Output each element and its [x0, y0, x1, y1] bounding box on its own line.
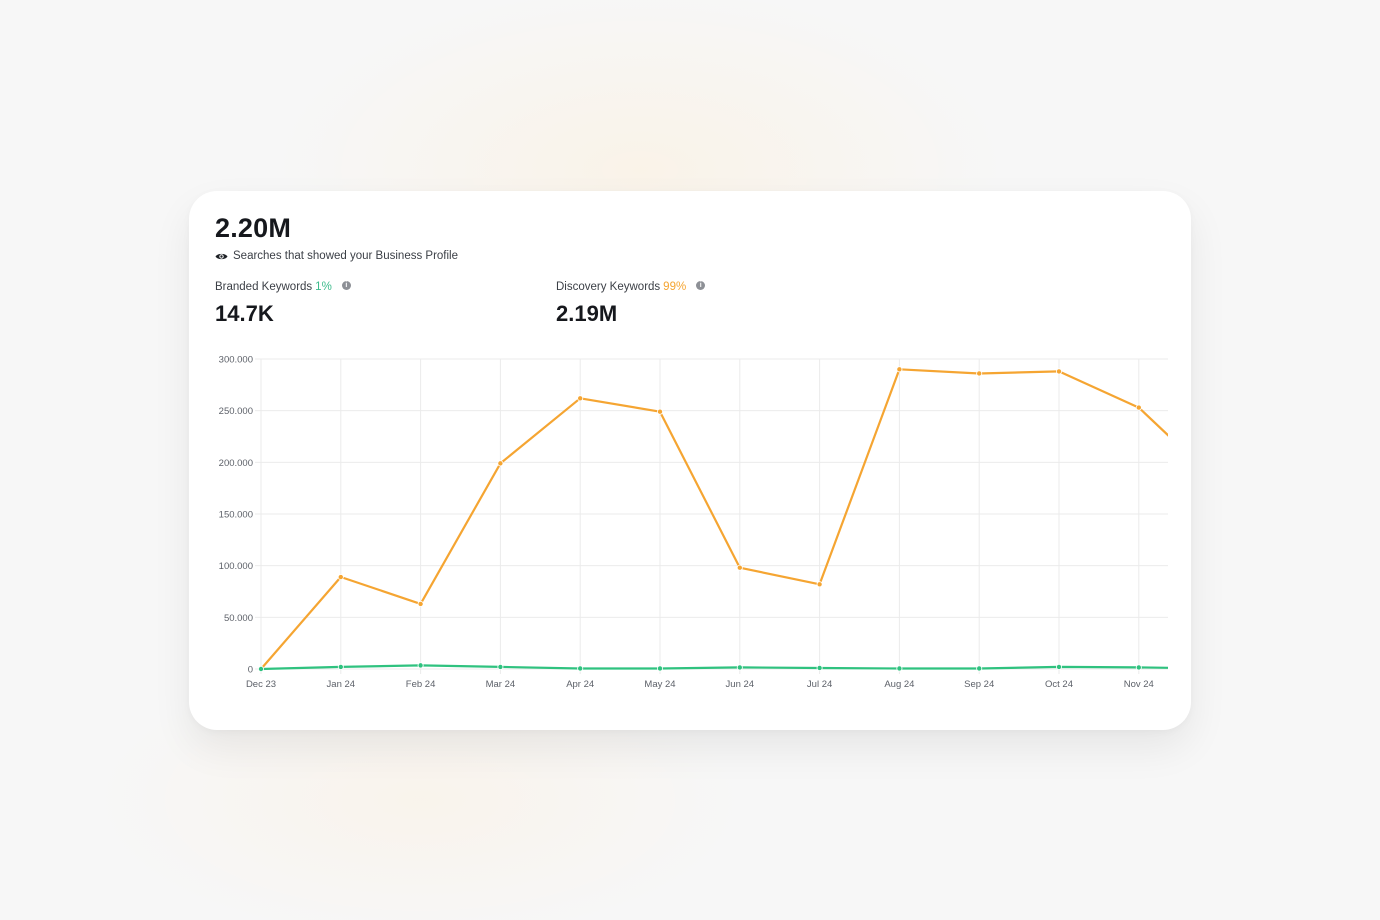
info-icon[interactable]: i: [341, 280, 351, 290]
x-tick-label: Aug 24: [884, 679, 914, 690]
series-line-1: [259, 664, 1168, 671]
x-tick-label: Jul 24: [807, 679, 832, 690]
discovery-keywords-value: 2.19M: [556, 301, 618, 326]
data-point: [577, 395, 584, 402]
data-point: [417, 600, 424, 607]
x-tick-label: Jun 24: [726, 679, 755, 690]
branded-keywords-metric: Branded Keywords 1% i 14.7K: [215, 280, 351, 327]
data-point: [1135, 664, 1142, 671]
total-searches-value: 2.20M: [215, 213, 292, 243]
branded-keywords-percent: 1%: [315, 281, 332, 293]
x-tick-label: Jan 24: [327, 679, 356, 690]
y-tick-label: 50.000: [224, 613, 253, 624]
x-tick-label: Dec 23: [246, 679, 276, 690]
x-tick-label: Feb 24: [406, 679, 436, 690]
data-point: [976, 370, 983, 377]
chart-grid: [255, 358, 1168, 674]
total-caption-text: Searches that showed your Business Profi…: [233, 250, 459, 262]
branded-keywords-label: Branded Keywords: [215, 281, 313, 293]
discovery-keywords-metric: Discovery Keywords 99% i 2.19M: [556, 280, 706, 327]
data-point: [337, 574, 344, 581]
data-point: [896, 665, 903, 672]
search-performance-card: 2.20M Searches that showed your Business…: [189, 191, 1191, 730]
y-tick-label: 300.000: [219, 355, 253, 366]
data-point: [736, 564, 743, 571]
data-point: [1056, 663, 1063, 670]
data-point: [656, 408, 663, 415]
y-tick-label: 100.000: [219, 561, 253, 572]
chart-series: [258, 366, 1168, 672]
data-point: [577, 665, 584, 672]
data-point: [417, 662, 424, 669]
data-point: [1056, 368, 1063, 375]
x-tick-label: May 24: [644, 679, 675, 690]
data-point: [976, 665, 983, 672]
x-tick-label: Sep 24: [964, 679, 994, 690]
data-point: [1135, 404, 1142, 411]
x-tick-label: Apr 24: [566, 679, 594, 690]
y-tick-label: 0: [248, 665, 253, 676]
data-point: [656, 665, 663, 672]
data-point: [816, 581, 823, 588]
discovery-keywords-percent: 99%: [663, 281, 687, 293]
info-icon[interactable]: i: [696, 280, 706, 290]
data-point: [896, 366, 903, 373]
x-tick-label: Mar 24: [486, 679, 516, 690]
discovery-keywords-label: Discovery Keywords: [556, 281, 661, 293]
data-point: [816, 664, 823, 671]
y-tick-label: 150.000: [219, 510, 253, 521]
chart-axis-labels: 0 50.000 100.000 150.000 200.000 250.000 300.0…: [219, 355, 1154, 691]
data-point: [497, 663, 504, 670]
total-searches-caption: Searches that showed your Business Profi…: [215, 250, 458, 262]
x-tick-label: Oct 24: [1045, 679, 1073, 690]
y-tick-label: 200.000: [219, 458, 253, 469]
data-point: [258, 665, 265, 672]
branded-keywords-value: 14.7K: [215, 301, 274, 326]
data-point: [337, 663, 344, 670]
eye-icon: [215, 252, 228, 261]
x-tick-label: Nov 24: [1124, 679, 1154, 690]
data-point: [497, 460, 504, 467]
data-point: [736, 664, 743, 671]
series-line-0: [259, 368, 1168, 671]
keywords-line-chart: 0 50.000 100.000 150.000 200.000 250.000 300.0…: [219, 355, 1168, 691]
y-tick-label: 250.000: [219, 406, 253, 417]
